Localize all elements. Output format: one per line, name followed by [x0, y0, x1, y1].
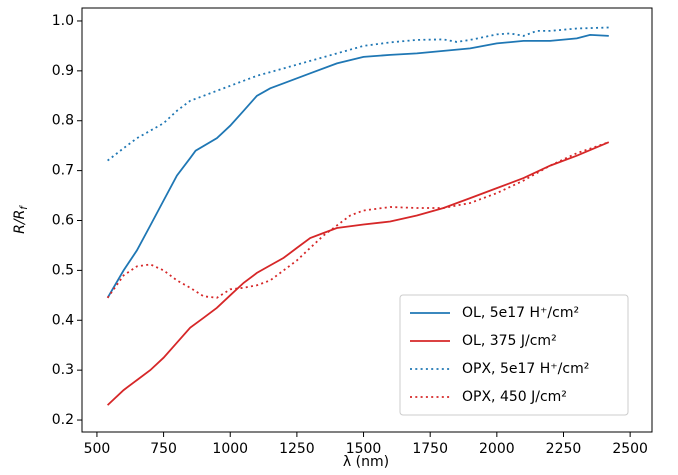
y-tick-label: 0.8: [52, 113, 74, 129]
plot-frame: [81, 7, 653, 433]
y-axis-label-main: R/R: [12, 210, 28, 234]
x-tick-label: 500: [84, 441, 111, 457]
legend-label: OL, 5e17 H⁺/cm²: [462, 305, 579, 321]
x-tick-label: 1500: [346, 441, 382, 457]
y-tick-label: 0.2: [52, 412, 74, 428]
y-tick-label: 0.7: [52, 163, 74, 179]
legend-label: OPX, 450 J/cm²: [462, 389, 567, 405]
x-tick-label: 750: [150, 441, 177, 457]
x-tick-label: 2500: [612, 441, 648, 457]
legend-box: [399, 294, 629, 416]
x-tick-label: 2250: [546, 441, 582, 457]
x-tick-label: 1000: [212, 441, 248, 457]
y-tick-label: 0.6: [52, 212, 74, 228]
x-axis-label: λ (nm): [343, 454, 389, 470]
y-axis-label: R/Rf: [12, 205, 30, 234]
legend-label: OL, 375 J/cm²: [462, 333, 557, 349]
y-axis-label-sub: f: [19, 205, 30, 210]
y-axis-label-group: R/Rf: [12, 205, 30, 234]
series-line: [106, 141, 610, 406]
series-line: [106, 33, 609, 299]
series-line: [107, 26, 609, 162]
y-tick-label: 0.4: [52, 312, 74, 328]
legend-label: OPX, 5e17 H⁺/cm²: [462, 361, 589, 377]
x-tick-label: 2000: [479, 441, 515, 457]
y-tick-label: 1.0: [52, 13, 74, 29]
x-tick-label: 1750: [412, 441, 448, 457]
y-tick-label: 0.3: [52, 362, 74, 378]
x-tick-label: 1250: [279, 441, 315, 457]
y-tick-label: 0.5: [52, 262, 74, 278]
y-tick-label: 0.9: [52, 63, 74, 79]
series-line: [106, 141, 610, 299]
